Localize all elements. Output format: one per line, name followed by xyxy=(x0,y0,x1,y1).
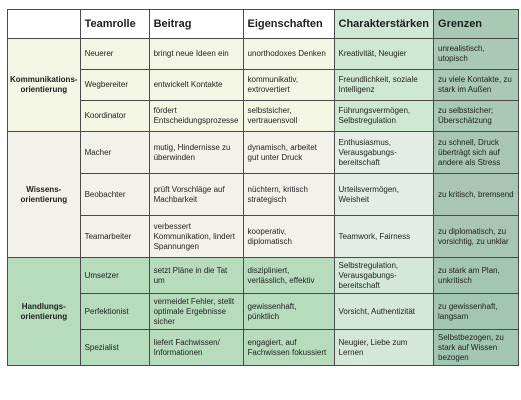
cell-charakterstaerken: Teamwork, Fairness xyxy=(333,215,435,258)
cell-charakterstaerken: Kreativität, Neugier xyxy=(333,38,435,70)
cell-eigenschaften: nüchtern, kritisch strategisch xyxy=(242,173,335,216)
table-row: Spezialist liefert Fachwissen/ Informati… xyxy=(8,329,520,366)
teamrollen-table: Teamrolle Beitrag Eigenschaften Charakte… xyxy=(7,9,520,366)
cell-teamrolle: Teamarbeiter xyxy=(79,215,150,258)
header-beitrag: Beitrag xyxy=(148,9,244,39)
cell-eigenschaften: gewissenhaft, pünktlich xyxy=(242,293,335,330)
cell-beitrag: fördert Entscheidungsprozesse xyxy=(148,100,244,132)
table-row: Wegbereiter entwickelt Kontakte kommunik… xyxy=(8,69,520,101)
table-row: Handlungs-orientierung Umsetzer setzt Pl… xyxy=(7,257,520,366)
cell-beitrag: setzt Pläne in die Tat um xyxy=(148,257,244,294)
group-label-handlung: Handlungs-orientierung xyxy=(7,257,81,366)
cell-charakterstaerken: Freundlichkeit, soziale Intelligenz xyxy=(333,69,435,101)
cell-eigenschaften: kommunikativ, extrovertiert xyxy=(242,69,335,101)
cell-eigenschaften: engagiert, auf Fachwissen fokussiert xyxy=(242,329,335,366)
cell-teamrolle: Koordinator xyxy=(79,100,150,132)
cell-eigenschaften: selbstsicher, vertrauensvoll xyxy=(242,100,335,132)
cell-teamrolle: Spezialist xyxy=(79,329,150,366)
header-grenzen: Grenzen xyxy=(433,9,520,39)
cell-charakterstaerken: Neugier, Liebe zum Lernen xyxy=(333,329,435,366)
cell-grenzen: zu kritisch, bremsend xyxy=(433,173,520,216)
cell-teamrolle: Perfektionist xyxy=(79,293,150,330)
header-row: Teamrolle Beitrag Eigenschaften Charakte… xyxy=(7,9,520,39)
table-row: Perfektionist vermeidet Fehler, stellt o… xyxy=(8,293,520,330)
cell-grenzen: unrealistisch, utopisch xyxy=(433,38,520,70)
cell-eigenschaften: unorthodoxes Denken xyxy=(242,38,335,70)
cell-beitrag: entwickelt Kontakte xyxy=(148,69,244,101)
cell-teamrolle: Macher xyxy=(79,131,150,174)
cell-teamrolle: Beobachter xyxy=(79,173,150,216)
header-group xyxy=(7,9,81,39)
cell-beitrag: bringt neue Ideen ein xyxy=(148,38,244,70)
cell-beitrag: mutig, Hindernisse zu überwinden xyxy=(148,131,244,174)
cell-grenzen: zu viele Kontakte, zu stark im Außen xyxy=(433,69,520,101)
cell-grenzen: zu stark am Plan, unkritisch xyxy=(433,257,520,294)
cell-eigenschaften: dynamisch, arbeitet gut unter Druck xyxy=(242,131,335,174)
cell-charakterstaerken: Selbstregulation, Verausgabungs-bereitsc… xyxy=(333,257,435,294)
cell-grenzen: zu selbstsicher; Überschätzung xyxy=(433,100,520,132)
cell-grenzen: zu schnell, Druck überträgt sich auf and… xyxy=(433,131,520,174)
cell-charakterstaerken: Enthusiasmus, Verausgabungs-bereitschaft xyxy=(333,131,435,174)
cell-charakterstaerken: Vorsicht, Authentizität xyxy=(333,293,435,330)
cell-beitrag: liefert Fachwissen/ Informationen xyxy=(148,329,244,366)
table-row: Kommunikations-orientierung Neuerer brin… xyxy=(7,38,520,132)
cell-beitrag: verbessert Kommunikation, lindert Spannu… xyxy=(148,215,244,258)
cell-grenzen: Selbstbezogen, zu stark auf Wissen bezog… xyxy=(433,329,520,366)
cell-beitrag: vermeidet Fehler, stellt optimale Ergebn… xyxy=(148,293,244,330)
header-eigenschaften: Eigenschaften xyxy=(242,9,335,39)
group-label-wissen: Wissens-orientierung xyxy=(7,131,81,258)
cell-teamrolle: Umsetzer xyxy=(79,257,150,294)
table-row: Koordinator fördert Entscheidungsprozess… xyxy=(8,100,520,132)
header-teamrolle: Teamrolle xyxy=(79,9,150,39)
table-row: Wissens-orientierung Macher mutig, Hinde… xyxy=(7,131,520,258)
table-row: Teamarbeiter verbessert Kommunikation, l… xyxy=(8,215,520,258)
header-charakterstaerken: Charakterstärken xyxy=(333,9,435,39)
cell-eigenschaften: diszipliniert, verlässlich, effektiv xyxy=(242,257,335,294)
cell-grenzen: zu gewissenhaft, langsam xyxy=(433,293,520,330)
cell-teamrolle: Wegbereiter xyxy=(79,69,150,101)
cell-teamrolle: Neuerer xyxy=(79,38,150,70)
cell-charakterstaerken: Führungsvermögen, Selbstregulation xyxy=(333,100,435,132)
cell-eigenschaften: kooperativ, diplomatisch xyxy=(242,215,335,258)
cell-grenzen: zu diplomatisch, zu vorsichtig, zu unkla… xyxy=(433,215,520,258)
table-row: Beobachter prüft Vorschläge auf Machbark… xyxy=(8,173,520,216)
group-label-kommunikation: Kommunikations-orientierung xyxy=(7,38,81,132)
cell-charakterstaerken: Urteilsvermögen, Weisheit xyxy=(333,173,435,216)
cell-beitrag: prüft Vorschläge auf Machbarkeit xyxy=(148,173,244,216)
